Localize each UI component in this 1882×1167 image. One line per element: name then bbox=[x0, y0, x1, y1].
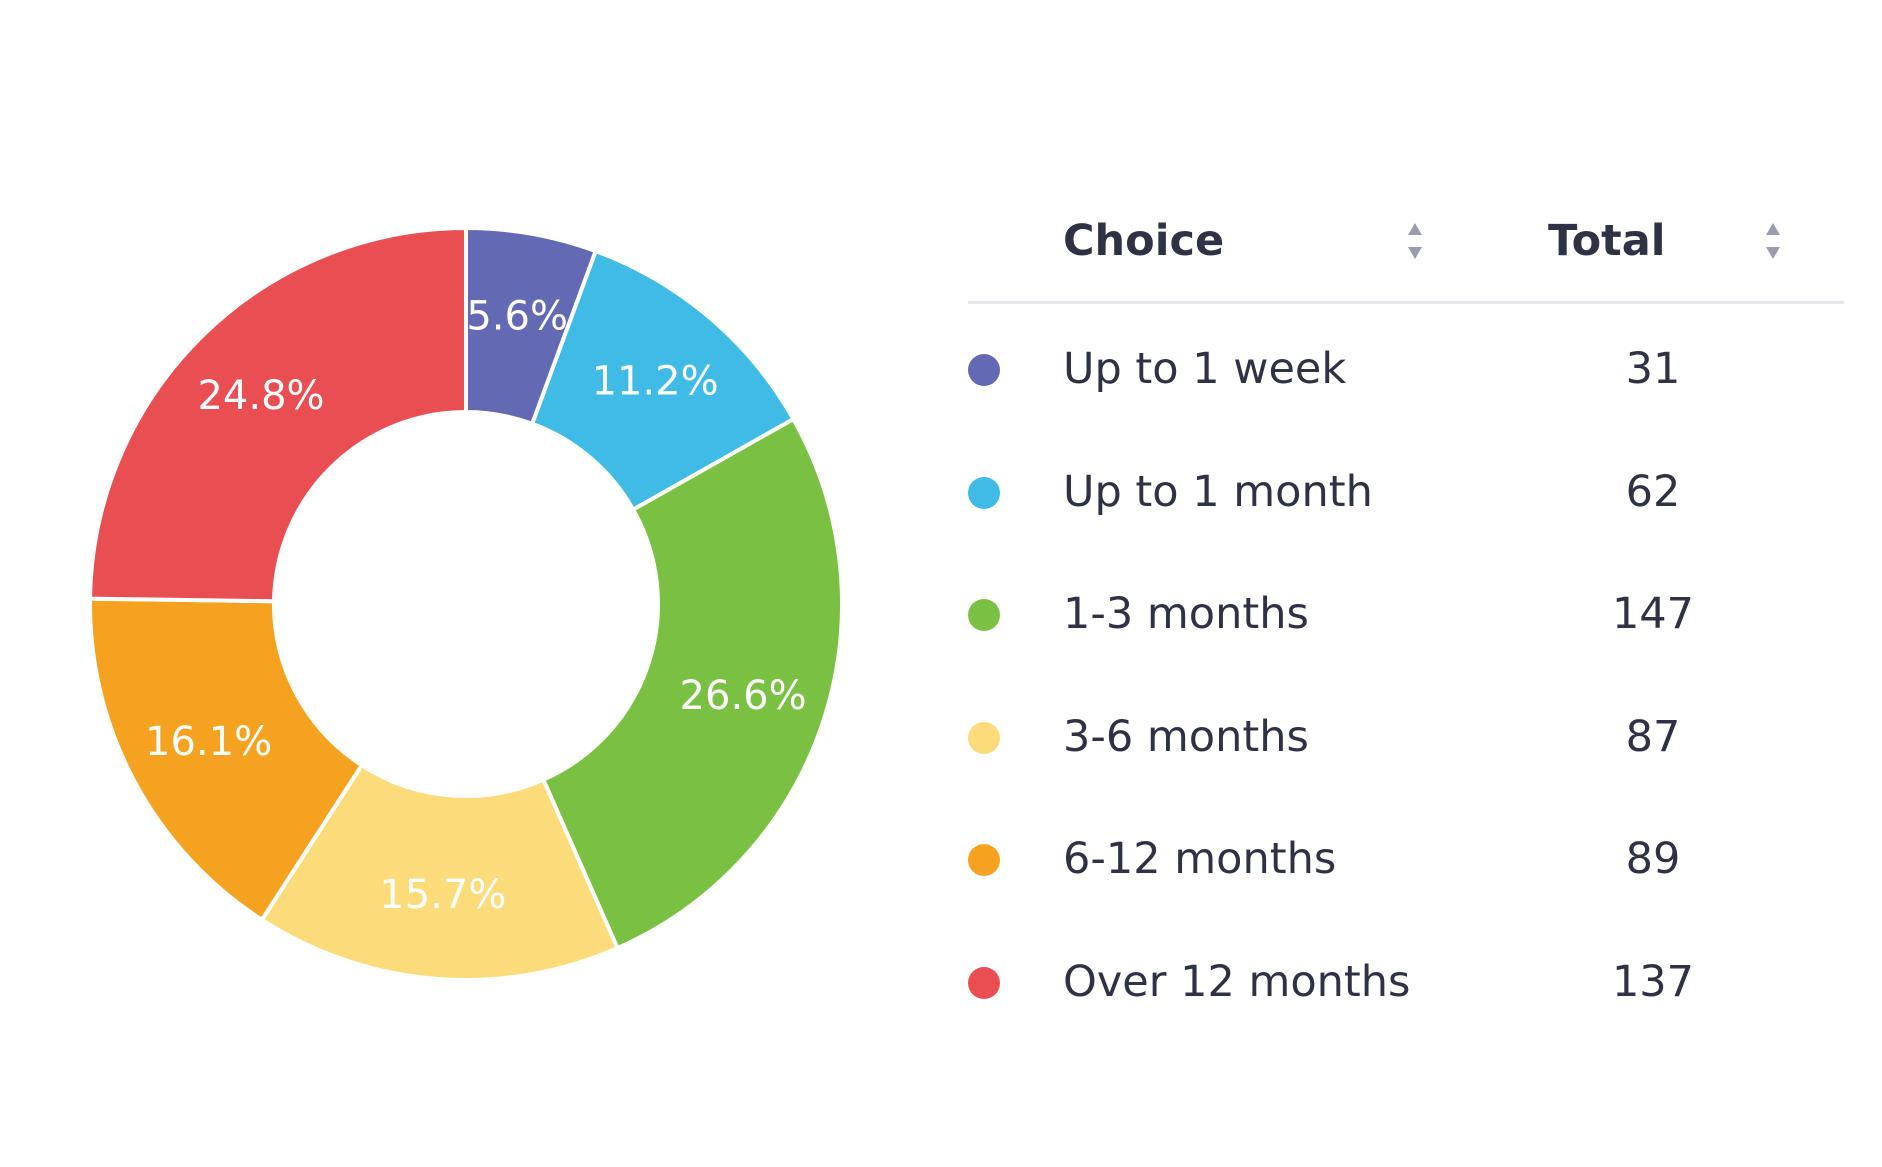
donut-slice[interactable] bbox=[540, 416, 844, 951]
donut-chart: 5.6% 11.2% 26.6% 15.7% 16.1% 24.8% bbox=[88, 225, 844, 982]
choice-label: Up to 1 week bbox=[1063, 344, 1347, 394]
donut-slice[interactable] bbox=[259, 762, 621, 982]
legend-dot bbox=[968, 476, 1000, 509]
legend-dot bbox=[968, 721, 1000, 754]
legend-dot bbox=[968, 599, 1000, 631]
choice-total: 87 bbox=[1625, 711, 1681, 762]
table-row: 1-3 months 147 bbox=[968, 549, 1844, 672]
legend-dot bbox=[968, 966, 1000, 999]
table-header: Choice Total bbox=[968, 196, 1844, 304]
slice-percent-label: 26.6% bbox=[680, 673, 807, 719]
legend-dot bbox=[968, 844, 1000, 876]
table-row: Up to 1 month 62 bbox=[968, 427, 1844, 550]
choice-label: Over 12 months bbox=[1063, 956, 1411, 1007]
table-row: Up to 1 week 31 bbox=[968, 304, 1844, 427]
slice-percent-label: 16.1% bbox=[145, 719, 272, 765]
total-column-header[interactable]: Total bbox=[1548, 216, 1666, 266]
donut-slice[interactable] bbox=[88, 596, 365, 923]
choice-total: 137 bbox=[1611, 956, 1695, 1007]
slice-percent-label: 24.8% bbox=[197, 373, 324, 419]
slice-percent-label: 5.6% bbox=[466, 294, 568, 340]
choice-total: 147 bbox=[1611, 589, 1695, 639]
donut-slice[interactable] bbox=[529, 248, 797, 513]
sort-arrows-icon[interactable] bbox=[1764, 221, 1782, 261]
slice-percent-label: 11.2% bbox=[592, 359, 719, 405]
choice-label: 3-6 months bbox=[1063, 711, 1309, 762]
choice-total: 31 bbox=[1625, 344, 1681, 394]
table-row: 3-6 months 87 bbox=[968, 672, 1844, 795]
choice-label: 1-3 months bbox=[1063, 589, 1309, 639]
sort-arrows-icon[interactable] bbox=[1406, 221, 1424, 261]
donut-slice[interactable] bbox=[88, 225, 468, 604]
choice-total: 89 bbox=[1625, 834, 1681, 884]
table-row: 6-12 months 89 bbox=[968, 794, 1844, 917]
slice-percent-label: 15.7% bbox=[379, 872, 506, 918]
legend-dot bbox=[968, 354, 1000, 386]
results-table: Choice Total Up to 1 week 31 Up to 1 mon… bbox=[968, 196, 1844, 1039]
table-row: Over 12 months 137 bbox=[968, 917, 1844, 1040]
choice-label: 6-12 months bbox=[1063, 834, 1337, 884]
choice-label: Up to 1 month bbox=[1063, 466, 1373, 517]
choice-column-header[interactable]: Choice bbox=[1063, 216, 1225, 266]
choice-total: 62 bbox=[1625, 466, 1681, 517]
